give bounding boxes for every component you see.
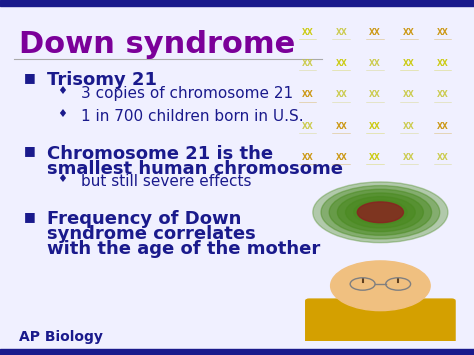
Text: ♦: ♦ xyxy=(57,109,67,119)
Circle shape xyxy=(321,186,440,239)
Text: XX: XX xyxy=(301,122,313,131)
Text: XX: XX xyxy=(437,91,448,99)
Circle shape xyxy=(357,202,403,223)
Circle shape xyxy=(354,200,407,224)
Text: XX: XX xyxy=(301,59,313,68)
Text: XX: XX xyxy=(403,122,415,131)
Text: XX: XX xyxy=(301,153,313,162)
Text: ■: ■ xyxy=(24,210,36,223)
Text: Frequency of Down: Frequency of Down xyxy=(47,210,242,228)
Circle shape xyxy=(331,261,430,311)
Text: ■: ■ xyxy=(24,71,36,84)
Text: XX: XX xyxy=(369,28,381,37)
Bar xyxy=(0,0,474,6)
Text: but still severe effects: but still severe effects xyxy=(81,174,251,190)
Text: XX: XX xyxy=(336,153,347,162)
Circle shape xyxy=(313,182,448,243)
Text: XX: XX xyxy=(403,59,415,68)
Text: XX: XX xyxy=(369,91,381,99)
Text: smallest human chromosome: smallest human chromosome xyxy=(47,159,343,178)
Text: ♦: ♦ xyxy=(57,86,67,96)
Text: XX: XX xyxy=(336,28,347,37)
Text: ♦: ♦ xyxy=(57,174,67,185)
Text: XX: XX xyxy=(403,28,415,37)
Text: Down syndrome: Down syndrome xyxy=(19,30,295,59)
Text: 1 in 700 children born in U.S.: 1 in 700 children born in U.S. xyxy=(81,109,303,124)
FancyBboxPatch shape xyxy=(306,299,455,343)
Circle shape xyxy=(337,193,423,231)
Text: XX: XX xyxy=(336,122,347,131)
Text: XX: XX xyxy=(437,59,448,68)
Text: XX: XX xyxy=(301,91,313,99)
Text: Chromosome 21 is the: Chromosome 21 is the xyxy=(47,144,273,163)
Text: with the age of the mother: with the age of the mother xyxy=(47,240,320,258)
Text: XX: XX xyxy=(336,91,347,99)
Text: XX: XX xyxy=(369,59,381,68)
Text: XX: XX xyxy=(403,153,415,162)
Circle shape xyxy=(346,197,415,228)
Text: XX: XX xyxy=(336,59,347,68)
Text: Trisomy 21: Trisomy 21 xyxy=(47,71,157,89)
Circle shape xyxy=(329,189,431,235)
Text: XX: XX xyxy=(403,91,415,99)
Text: 3 copies of chromosome 21: 3 copies of chromosome 21 xyxy=(81,86,293,101)
Bar xyxy=(0,349,474,355)
Text: syndrome correlates: syndrome correlates xyxy=(47,225,256,243)
Text: AP Biology: AP Biology xyxy=(19,331,103,344)
Text: XX: XX xyxy=(369,122,381,131)
Text: XX: XX xyxy=(437,28,448,37)
Text: XX: XX xyxy=(301,28,313,37)
Text: XX: XX xyxy=(437,122,448,131)
Text: XX: XX xyxy=(437,153,448,162)
Text: XX: XX xyxy=(369,153,381,162)
Text: ■: ■ xyxy=(24,144,36,158)
